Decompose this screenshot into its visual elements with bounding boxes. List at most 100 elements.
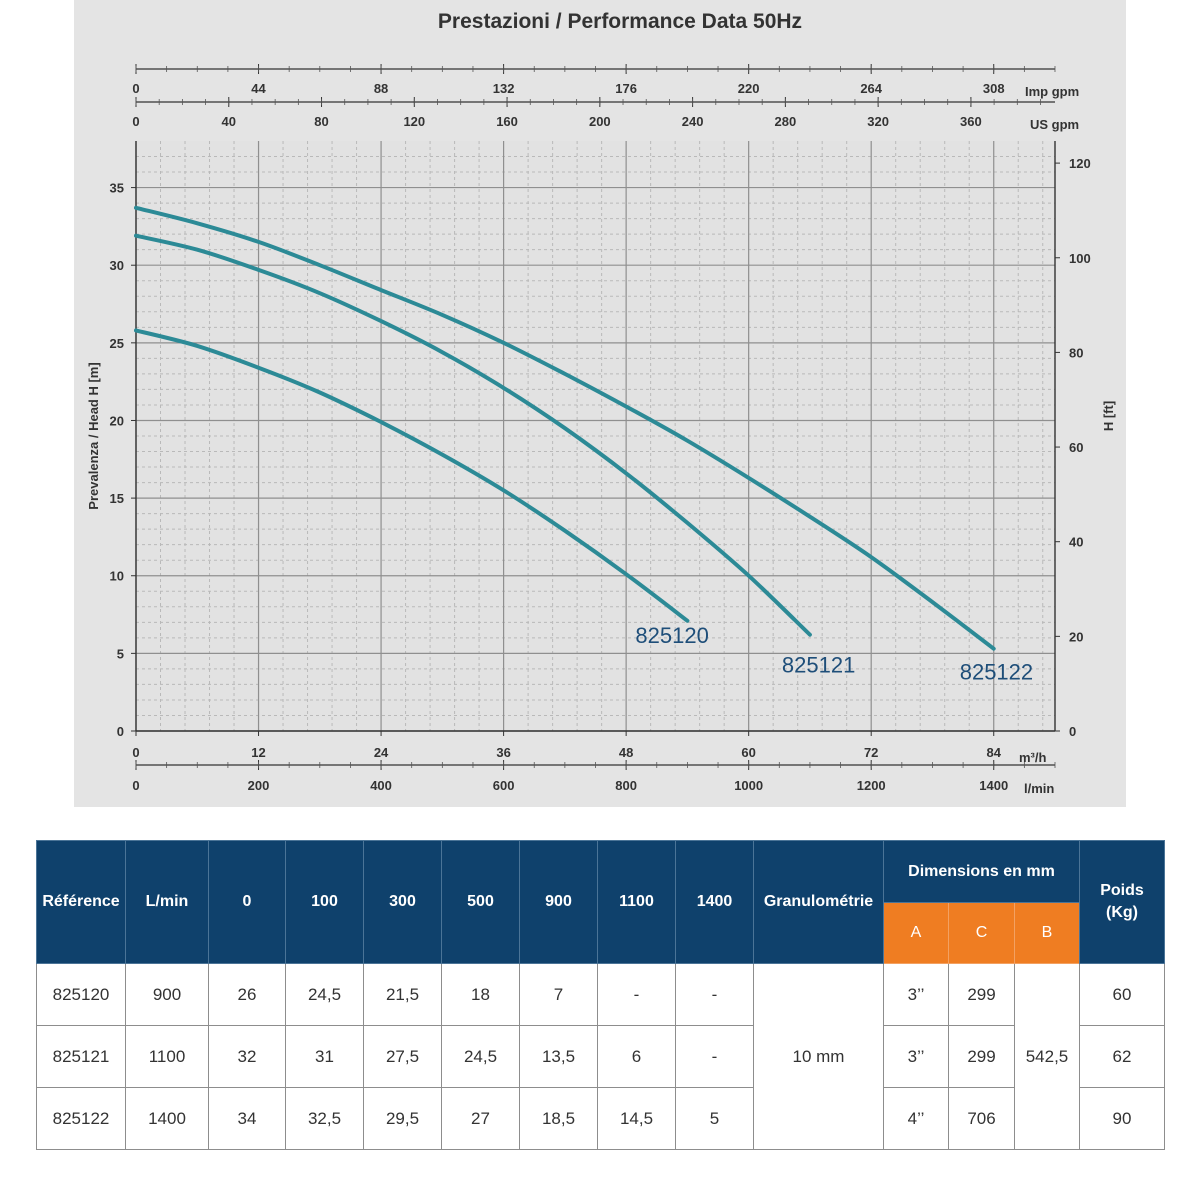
y-tick-label: 0: [117, 724, 124, 739]
cell-head: 31: [285, 1025, 364, 1088]
lmin-tick-label: 1400: [979, 778, 1008, 793]
y-tick-label: 15: [110, 491, 124, 506]
x-tick-label: 60: [741, 745, 755, 760]
imp-gpm-tick-label: 308: [983, 81, 1005, 96]
y-tick-label: 25: [110, 336, 124, 351]
x-tick-label: 0: [132, 745, 139, 760]
cell-weight: 62: [1079, 1025, 1165, 1088]
header-granulometry: Granulométrie: [753, 840, 884, 964]
us-gpm-tick-label: 80: [314, 114, 328, 129]
cell-dim-b: 542,5: [1014, 963, 1080, 1150]
cell-weight: 90: [1079, 1087, 1165, 1150]
cell-dim-c: 706: [948, 1087, 1015, 1150]
us-gpm-tick-label: 240: [682, 114, 704, 129]
y-tick-label: 10: [110, 569, 124, 584]
us-gpm-tick-label: 360: [960, 114, 982, 129]
header-flow-0: 0: [208, 840, 286, 964]
cell-granulometry: 10 mm: [753, 963, 884, 1150]
cell-head: 32: [208, 1025, 286, 1088]
imp-gpm-tick-label: 132: [493, 81, 515, 96]
cell-head: 18,5: [519, 1087, 598, 1150]
performance-chart-panel: Prestazioni / Performance Data 50Hz 0 5 10…: [74, 0, 1126, 807]
lmin-tick-label: 1200: [857, 778, 886, 793]
cell-head: 6: [597, 1025, 676, 1088]
cell-head: 13,5: [519, 1025, 598, 1088]
header-flow-500: 500: [441, 840, 520, 964]
header-flow-900: 900: [519, 840, 598, 964]
y-right-tick-label: 120: [1069, 156, 1091, 171]
cell-dim-a: 4’’: [883, 1087, 949, 1150]
cell-head: -: [675, 963, 754, 1026]
imp-gpm-tick-label: 88: [374, 81, 388, 96]
us-gpm-tick-label: 320: [867, 114, 889, 129]
cell-dim-c: 299: [948, 1025, 1015, 1088]
cell-head: 5: [675, 1087, 754, 1150]
cell-head: 29,5: [363, 1087, 442, 1150]
y-right-tick-label: 40: [1069, 535, 1083, 550]
y-right-axis-label: H [ft]: [1101, 401, 1116, 431]
cell-head: 7: [519, 963, 598, 1026]
lmin-tick-label: 0: [132, 778, 139, 793]
us-gpm-tick-label: 280: [775, 114, 797, 129]
cell-head: 14,5: [597, 1087, 676, 1150]
header-reference: Référence: [36, 840, 126, 964]
cell-head: 24,5: [285, 963, 364, 1026]
imp-gpm-tick-label: 176: [615, 81, 637, 96]
series-line-825120: [134, 328, 690, 623]
cell-reference: 825122: [36, 1087, 126, 1150]
cell-head: -: [675, 1025, 754, 1088]
cell-head: 18: [441, 963, 520, 1026]
cell-reference: 825121: [36, 1025, 126, 1088]
cell-lmin: 1400: [125, 1087, 209, 1150]
performance-chart: Prestazioni / Performance Data 50Hz 0 5 10…: [86, 10, 1116, 796]
x-tick-label: 72: [864, 745, 878, 760]
cell-head: 27: [441, 1087, 520, 1150]
y-axis-label: Prevalenza / Head H [m]: [86, 362, 101, 509]
cell-weight: 60: [1079, 963, 1165, 1026]
cell-lmin: 900: [125, 963, 209, 1026]
header-dimensions: Dimensions en mm: [883, 840, 1080, 903]
y-tick-label: 30: [110, 258, 124, 273]
y-right-tick-label: 60: [1069, 440, 1083, 455]
imp-gpm-tick-label: 44: [251, 81, 266, 96]
imp-gpm-unit-label: Imp gpm: [1025, 84, 1079, 99]
cell-head: 27,5: [363, 1025, 442, 1088]
cell-reference: 825120: [36, 963, 126, 1026]
imp-gpm-tick-label: 220: [738, 81, 760, 96]
lmin-tick-label: 600: [493, 778, 515, 793]
header-dim-b: B: [1014, 902, 1080, 964]
cell-head: 34: [208, 1087, 286, 1150]
us-gpm-unit-label: US gpm: [1030, 117, 1079, 132]
y-tick-label: 20: [110, 413, 124, 428]
us-gpm-tick-label: 120: [403, 114, 425, 129]
table-row: 825120 900 26 24,5 21,5 18 7 - - 10 mm 3…: [36, 963, 1165, 1150]
series-line-825121: [134, 233, 812, 637]
header-flow-1400: 1400: [675, 840, 754, 964]
y-right-tick-label: 100: [1069, 251, 1091, 266]
imp-gpm-tick-label: 264: [860, 81, 882, 96]
x-tick-label: 84: [986, 745, 1001, 760]
specification-table: Référence L/min 0 100 300 500 900 1100 1…: [36, 840, 1165, 1150]
us-gpm-tick-label: 0: [132, 114, 139, 129]
header-flow-100: 100: [285, 840, 364, 964]
x-tick-label: 24: [374, 745, 389, 760]
header-dim-c: C: [948, 902, 1015, 964]
series-label-825121: 825121: [782, 653, 855, 678]
us-gpm-tick-label: 160: [496, 114, 518, 129]
us-gpm-tick-label: 200: [589, 114, 611, 129]
table-row: 825122 1400 34 32,5 29,5 27 18,5 14,5 5 …: [36, 1087, 1165, 1150]
header-lmin: L/min: [125, 840, 209, 964]
header-flow-300: 300: [363, 840, 442, 964]
header-weight: Poids (Kg): [1079, 840, 1165, 964]
x-unit-label: m³/h: [1019, 750, 1047, 765]
x-tick-label: 12: [251, 745, 265, 760]
cell-dim-c: 299: [948, 963, 1015, 1026]
plot-area: [136, 141, 1055, 731]
lmin-unit-label: l/min: [1024, 781, 1054, 796]
cell-head: 21,5: [363, 963, 442, 1026]
y-right-tick-label: 80: [1069, 345, 1083, 360]
x-tick-label: 48: [619, 745, 633, 760]
x-tick-label: 36: [496, 745, 510, 760]
table-row: 825121 1100 32 31 27,5 24,5 13,5 6 - 3’’…: [36, 1025, 1165, 1088]
lmin-tick-label: 800: [615, 778, 637, 793]
